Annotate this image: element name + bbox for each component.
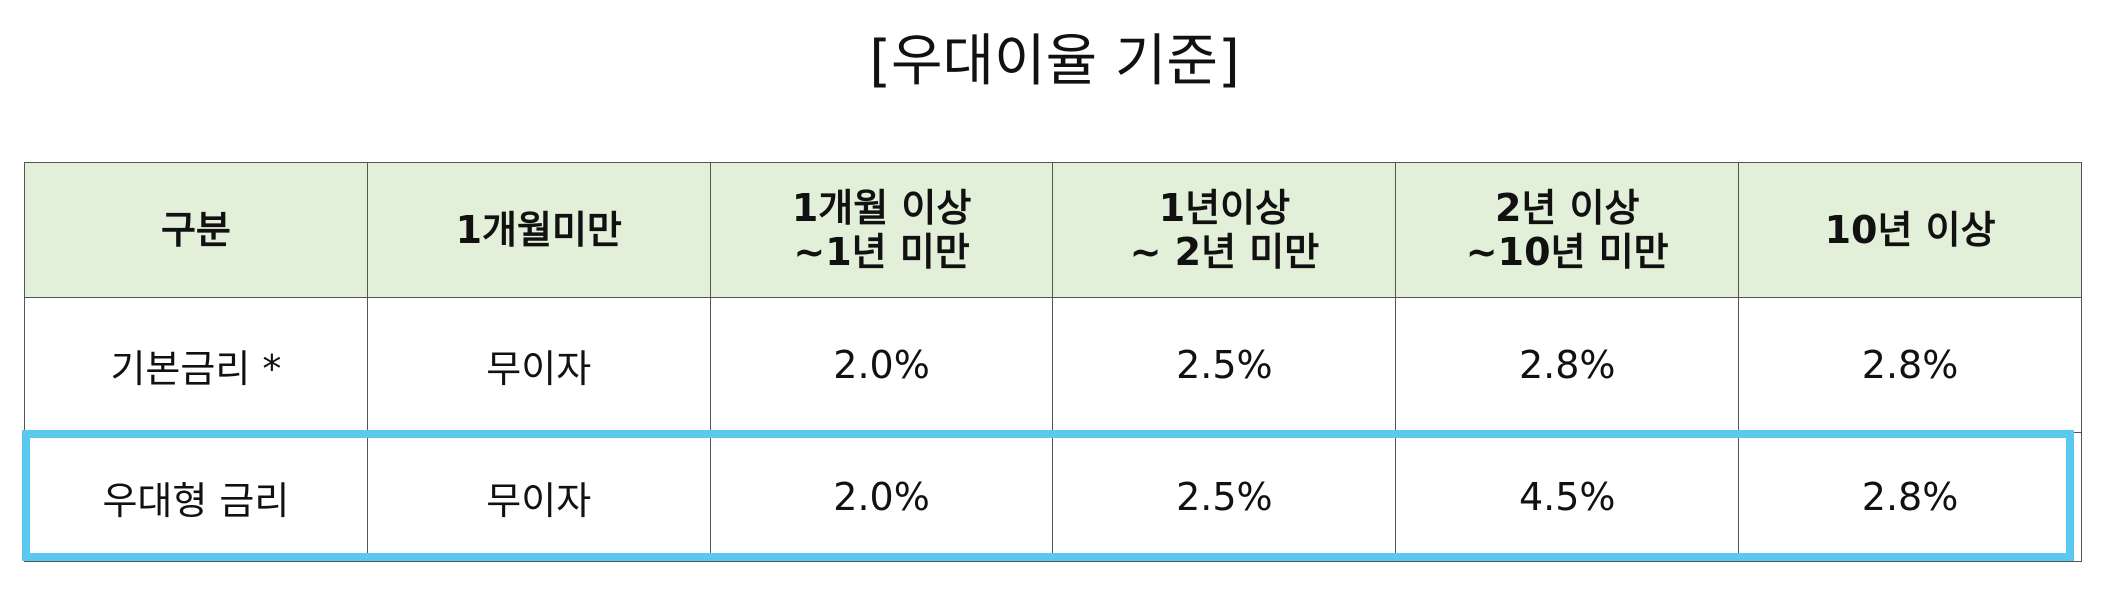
table-cell: 2.5% (1052, 432, 1397, 562)
rate-table: 구분 1개월미만 1개월 이상 ~1년 미만 1년이상 ~ 2년 미만 2년 이상 ~1… (24, 162, 2082, 562)
table-cell: 2.0% (709, 297, 1054, 433)
header-row: 구분 1개월미만 1개월 이상 ~1년 미만 1년이상 ~ 2년 미만 2년 이상 ~1… (24, 162, 2082, 298)
table-cell: 기본금리 * (24, 297, 368, 433)
table-cell: 4.5% (1395, 432, 1740, 562)
header-cell: 2년 이상 ~10년 미만 (1395, 162, 1740, 298)
table-cell: 2.8% (1738, 432, 2082, 562)
table-cell: 2.8% (1738, 297, 2082, 433)
table-row: 기본금리 * 무이자 2.0% 2.5% 2.8% 2.8% (24, 297, 2082, 433)
title: [우대이율 기준] (869, 29, 1240, 94)
header-cell: 1개월 이상 ~1년 미만 (709, 162, 1054, 298)
table-cell: 2.0% (709, 432, 1054, 562)
table-cell: 무이자 (366, 432, 711, 562)
table-cell: 무이자 (366, 297, 711, 433)
header-cell: 1년이상 ~ 2년 미만 (1052, 162, 1397, 298)
header-cell: 10년 이상 (1738, 162, 2082, 298)
table-cell: 우대형 금리 (24, 432, 368, 562)
table-cell: 2.8% (1395, 297, 1740, 433)
header-cell: 구분 (24, 162, 368, 298)
header-cell: 1개월미만 (366, 162, 711, 298)
table-cell: 2.5% (1052, 297, 1397, 433)
table-row: 우대형 금리 무이자 2.0% 2.5% 4.5% 2.8% (24, 432, 2082, 562)
table-wrap: 구분 1개월미만 1개월 이상 ~1년 미만 1년이상 ~ 2년 미만 2년 이상 ~1… (22, 162, 2082, 562)
table-body: 기본금리 * 무이자 2.0% 2.5% 2.8% 2.8% 우대형 금리 무이자 2.0% 2.… (24, 297, 2082, 562)
